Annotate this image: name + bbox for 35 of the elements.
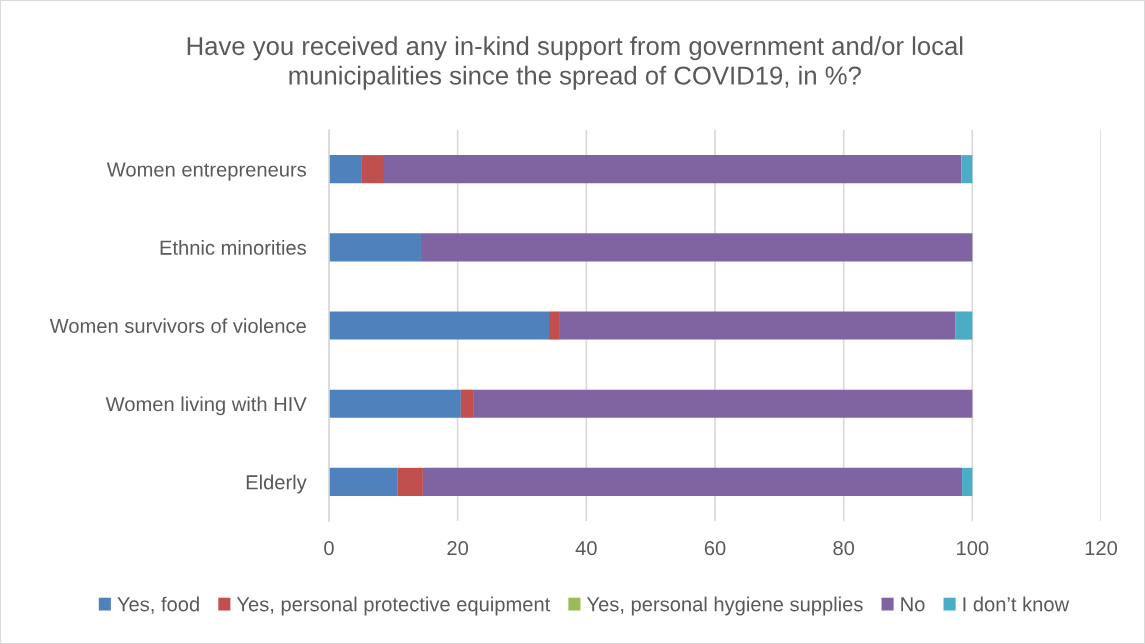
bar <box>460 389 474 418</box>
bar <box>328 467 398 496</box>
bar <box>328 233 421 262</box>
bar <box>383 155 962 184</box>
x-tick-label: 0 <box>324 540 334 556</box>
legend-label: No <box>901 597 925 612</box>
x-tick-label: 120 <box>1085 540 1118 556</box>
bar <box>961 155 973 184</box>
y-tick-label: Ethnic minorities <box>160 240 307 255</box>
x-tick-label: 80 <box>833 540 855 556</box>
bar <box>328 311 549 340</box>
bar <box>397 467 423 496</box>
y-tick-label: Elderly <box>246 474 307 494</box>
y-tick-label: Women survivors of violence <box>49 318 306 334</box>
y-tick-label: Women living with HIV <box>105 396 307 416</box>
x-tick-label: 60 <box>704 540 726 556</box>
y-tick-label: Women entrepreneurs <box>106 162 307 181</box>
bar <box>473 389 973 418</box>
bar <box>361 155 383 184</box>
bar <box>422 467 963 496</box>
chart-title: Have you received any in-kind support from government and/or local municipalities since the spread of COVID19, in %? <box>187 36 963 90</box>
bar <box>328 389 461 418</box>
x-tick-label: 20 <box>447 540 469 556</box>
legend-label: Yes, personal hygiene supplies <box>586 596 863 616</box>
bar <box>962 467 973 496</box>
legend-label: Yes, personal protective equipment <box>236 596 551 616</box>
bar <box>328 155 362 184</box>
bar <box>955 311 973 340</box>
bar <box>549 311 560 340</box>
bar <box>420 233 973 262</box>
bar <box>559 311 956 340</box>
legend-label: Yes, food <box>117 596 199 614</box>
x-tick-label: 100 <box>957 540 989 556</box>
x-tick-label: 40 <box>575 540 597 556</box>
legend-label: I don’t know <box>963 596 1070 612</box>
